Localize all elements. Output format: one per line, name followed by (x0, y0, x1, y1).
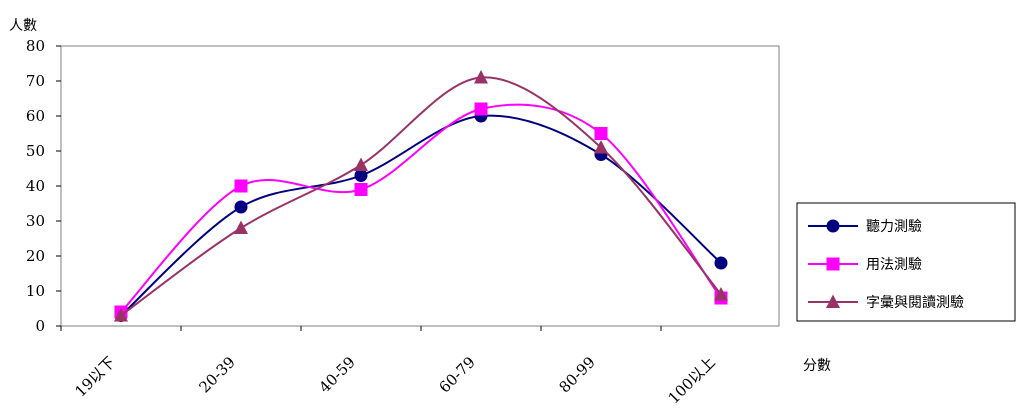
series-line (120, 76, 722, 317)
data-point (594, 140, 608, 154)
x-tick-label: 19以下 (71, 353, 118, 400)
series-layer (114, 70, 728, 322)
y-tick-label: 80 (26, 37, 45, 55)
legend-label: 聽力測驗 (866, 219, 922, 235)
y-tick-label: 70 (26, 72, 45, 90)
y-tick-label: 0 (35, 317, 45, 335)
series-2 (114, 102, 728, 319)
data-point (234, 220, 248, 234)
y-tick-label: 40 (26, 177, 45, 195)
series-line (120, 114, 722, 317)
y-tick-label: 50 (26, 142, 45, 160)
y-axis-title: 人數 (9, 18, 37, 34)
y-tick-label: 30 (26, 212, 45, 230)
x-tick-label: 100以上 (665, 353, 719, 407)
legend-marker (826, 257, 840, 271)
x-tick-label: 60-79 (436, 353, 479, 396)
x-axis: 19以下 20-39 40-59 60-79 80-99 100以上 (60, 326, 719, 407)
legend-label: 用法測驗 (866, 257, 922, 273)
legend-label: 字彙與閱讀測驗 (866, 295, 964, 311)
series-1 (114, 109, 728, 322)
data-point (114, 308, 128, 322)
data-point (594, 127, 608, 140)
data-point (474, 70, 488, 84)
data-point (474, 102, 488, 116)
y-axis: 0 10 20 30 40 50 60 70 80 (26, 37, 61, 335)
plot-area (60, 45, 780, 327)
legend-marker (826, 294, 840, 308)
x-tick-label: 20-39 (196, 353, 239, 396)
y-tick-label: 60 (26, 107, 45, 125)
data-point (354, 183, 368, 196)
series-line (120, 103, 722, 313)
x-tick-label: 80-99 (556, 353, 599, 396)
x-axis-title: 分數 (803, 358, 831, 374)
data-point (234, 179, 248, 193)
y-tick-label: 20 (26, 247, 45, 265)
data-point (714, 256, 728, 270)
x-tick-label: 40-59 (316, 353, 359, 396)
y-tick-label: 10 (26, 282, 45, 300)
data-point (354, 169, 368, 182)
series-3 (114, 70, 728, 322)
data-point (714, 287, 728, 301)
data-point (354, 157, 368, 171)
data-point (234, 200, 248, 214)
legend-marker (826, 219, 840, 233)
